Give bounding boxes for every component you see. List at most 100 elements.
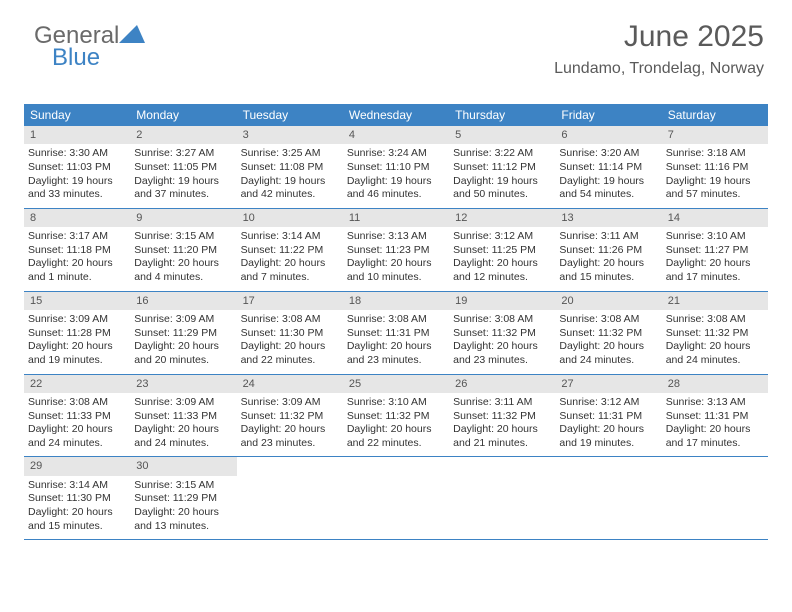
day-number: 27 [555, 375, 661, 393]
sunset-line: Sunset: 11:29 PM [134, 492, 232, 506]
daylight-line: Daylight: 20 hours and 20 minutes. [134, 340, 232, 367]
sunrise-line: Sunrise: 3:24 AM [347, 147, 445, 161]
day-number: 5 [449, 126, 555, 144]
weekday-header: Sunday [24, 104, 130, 126]
sunset-line: Sunset: 11:29 PM [134, 327, 232, 341]
sunset-line: Sunset: 11:16 PM [666, 161, 764, 175]
calendar-cell: 13Sunrise: 3:11 AMSunset: 11:26 PMDaylig… [555, 209, 661, 291]
day-number: 20 [555, 292, 661, 310]
day-number: 26 [449, 375, 555, 393]
day-details: Sunrise: 3:13 AMSunset: 11:31 PMDaylight… [662, 393, 768, 457]
sunrise-line: Sunrise: 3:14 AM [241, 230, 339, 244]
day-details: Sunrise: 3:08 AMSunset: 11:32 PMDaylight… [662, 310, 768, 374]
daylight-line: Daylight: 20 hours and 17 minutes. [666, 257, 764, 284]
sunset-line: Sunset: 11:18 PM [28, 244, 126, 258]
day-details: Sunrise: 3:11 AMSunset: 11:26 PMDaylight… [555, 227, 661, 291]
calendar-cell: 27Sunrise: 3:12 AMSunset: 11:31 PMDaylig… [555, 375, 661, 457]
sunset-line: Sunset: 11:31 PM [347, 327, 445, 341]
calendar-cell: 21Sunrise: 3:08 AMSunset: 11:32 PMDaylig… [662, 292, 768, 374]
calendar-cell: 15Sunrise: 3:09 AMSunset: 11:28 PMDaylig… [24, 292, 130, 374]
day-number: 24 [237, 375, 343, 393]
sunrise-line: Sunrise: 3:09 AM [134, 313, 232, 327]
sunset-line: Sunset: 11:05 PM [134, 161, 232, 175]
calendar-row: 22Sunrise: 3:08 AMSunset: 11:33 PMDaylig… [24, 375, 768, 458]
sunrise-line: Sunrise: 3:09 AM [134, 396, 232, 410]
daylight-line: Daylight: 20 hours and 24 minutes. [666, 340, 764, 367]
day-details: Sunrise: 3:10 AMSunset: 11:32 PMDaylight… [343, 393, 449, 457]
calendar-cell [449, 457, 555, 539]
calendar-cell: 4Sunrise: 3:24 AMSunset: 11:10 PMDayligh… [343, 126, 449, 208]
calendar-cell: 29Sunrise: 3:14 AMSunset: 11:30 PMDaylig… [24, 457, 130, 539]
sunset-line: Sunset: 11:32 PM [666, 327, 764, 341]
calendar-cell: 6Sunrise: 3:20 AMSunset: 11:14 PMDayligh… [555, 126, 661, 208]
calendar-cell: 25Sunrise: 3:10 AMSunset: 11:32 PMDaylig… [343, 375, 449, 457]
daylight-line: Daylight: 19 hours and 46 minutes. [347, 175, 445, 202]
sunset-line: Sunset: 11:32 PM [559, 327, 657, 341]
day-number: 8 [24, 209, 130, 227]
day-details: Sunrise: 3:08 AMSunset: 11:31 PMDaylight… [343, 310, 449, 374]
calendar-cell: 14Sunrise: 3:10 AMSunset: 11:27 PMDaylig… [662, 209, 768, 291]
day-number: 15 [24, 292, 130, 310]
sunrise-line: Sunrise: 3:08 AM [28, 396, 126, 410]
daylight-line: Daylight: 20 hours and 24 minutes. [134, 423, 232, 450]
calendar-cell: 7Sunrise: 3:18 AMSunset: 11:16 PMDayligh… [662, 126, 768, 208]
sunset-line: Sunset: 11:08 PM [241, 161, 339, 175]
sunset-line: Sunset: 11:23 PM [347, 244, 445, 258]
sunrise-line: Sunrise: 3:27 AM [134, 147, 232, 161]
sunrise-line: Sunrise: 3:22 AM [453, 147, 551, 161]
daylight-line: Daylight: 20 hours and 4 minutes. [134, 257, 232, 284]
daylight-line: Daylight: 20 hours and 22 minutes. [347, 423, 445, 450]
sunset-line: Sunset: 11:20 PM [134, 244, 232, 258]
calendar-cell: 28Sunrise: 3:13 AMSunset: 11:31 PMDaylig… [662, 375, 768, 457]
calendar-cell: 1Sunrise: 3:30 AMSunset: 11:03 PMDayligh… [24, 126, 130, 208]
day-details: Sunrise: 3:22 AMSunset: 11:12 PMDaylight… [449, 144, 555, 208]
sunrise-line: Sunrise: 3:11 AM [559, 230, 657, 244]
page-header: June 2025 Lundamo, Trondelag, Norway [554, 20, 764, 78]
sunset-line: Sunset: 11:14 PM [559, 161, 657, 175]
sunset-line: Sunset: 11:33 PM [28, 410, 126, 424]
daylight-line: Daylight: 20 hours and 12 minutes. [453, 257, 551, 284]
day-number: 1 [24, 126, 130, 144]
weekday-header: Thursday [449, 104, 555, 126]
calendar: SundayMondayTuesdayWednesdayThursdayFrid… [24, 104, 768, 540]
day-number: 18 [343, 292, 449, 310]
sunrise-line: Sunrise: 3:17 AM [28, 230, 126, 244]
sunrise-line: Sunrise: 3:08 AM [559, 313, 657, 327]
daylight-line: Daylight: 20 hours and 23 minutes. [241, 423, 339, 450]
daylight-line: Daylight: 19 hours and 42 minutes. [241, 175, 339, 202]
sunset-line: Sunset: 11:31 PM [559, 410, 657, 424]
sunrise-line: Sunrise: 3:09 AM [28, 313, 126, 327]
sunrise-line: Sunrise: 3:12 AM [453, 230, 551, 244]
calendar-cell [555, 457, 661, 539]
day-details: Sunrise: 3:15 AMSunset: 11:20 PMDaylight… [130, 227, 236, 291]
weekday-header: Saturday [662, 104, 768, 126]
day-details: Sunrise: 3:08 AMSunset: 11:32 PMDaylight… [449, 310, 555, 374]
day-details: Sunrise: 3:12 AMSunset: 11:25 PMDaylight… [449, 227, 555, 291]
day-details: Sunrise: 3:09 AMSunset: 11:28 PMDaylight… [24, 310, 130, 374]
sunrise-line: Sunrise: 3:18 AM [666, 147, 764, 161]
day-details: Sunrise: 3:12 AMSunset: 11:31 PMDaylight… [555, 393, 661, 457]
day-number: 19 [449, 292, 555, 310]
day-number: 17 [237, 292, 343, 310]
calendar-cell: 18Sunrise: 3:08 AMSunset: 11:31 PMDaylig… [343, 292, 449, 374]
day-details: Sunrise: 3:15 AMSunset: 11:29 PMDaylight… [130, 476, 236, 540]
day-details: Sunrise: 3:17 AMSunset: 11:18 PMDaylight… [24, 227, 130, 291]
day-details: Sunrise: 3:08 AMSunset: 11:30 PMDaylight… [237, 310, 343, 374]
calendar-row: 29Sunrise: 3:14 AMSunset: 11:30 PMDaylig… [24, 457, 768, 540]
logo: General Blue [34, 22, 145, 72]
calendar-cell: 22Sunrise: 3:08 AMSunset: 11:33 PMDaylig… [24, 375, 130, 457]
calendar-row: 15Sunrise: 3:09 AMSunset: 11:28 PMDaylig… [24, 292, 768, 375]
sunset-line: Sunset: 11:10 PM [347, 161, 445, 175]
day-details: Sunrise: 3:10 AMSunset: 11:27 PMDaylight… [662, 227, 768, 291]
day-number: 25 [343, 375, 449, 393]
day-number: 14 [662, 209, 768, 227]
daylight-line: Daylight: 19 hours and 50 minutes. [453, 175, 551, 202]
sunset-line: Sunset: 11:12 PM [453, 161, 551, 175]
day-details: Sunrise: 3:30 AMSunset: 11:03 PMDaylight… [24, 144, 130, 208]
day-details: Sunrise: 3:09 AMSunset: 11:32 PMDaylight… [237, 393, 343, 457]
calendar-cell: 24Sunrise: 3:09 AMSunset: 11:32 PMDaylig… [237, 375, 343, 457]
sunset-line: Sunset: 11:31 PM [666, 410, 764, 424]
sunrise-line: Sunrise: 3:11 AM [453, 396, 551, 410]
sunset-line: Sunset: 11:26 PM [559, 244, 657, 258]
weekday-header: Wednesday [343, 104, 449, 126]
